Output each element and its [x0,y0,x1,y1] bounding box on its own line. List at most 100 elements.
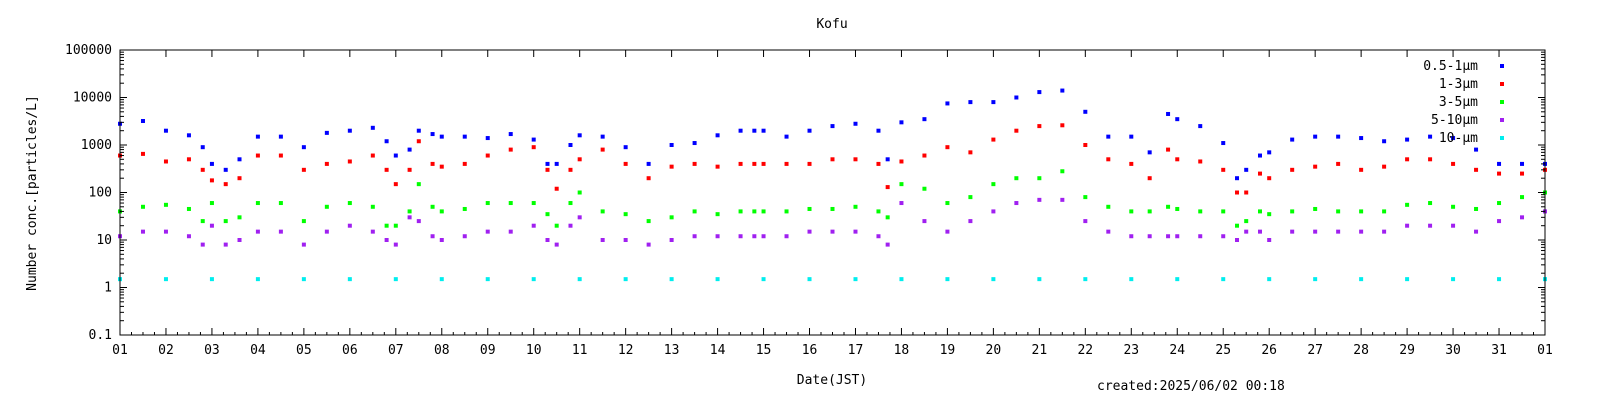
data-point [876,128,881,133]
data-point [1129,277,1134,282]
data-point [1244,190,1249,195]
data-point [623,212,628,217]
data-point [623,145,628,150]
data-point [1175,277,1180,282]
data-point [830,229,835,234]
data-point [991,277,996,282]
data-point [384,139,389,144]
legend-label: 0.5-1μm [1423,59,1478,74]
data-point [140,119,145,124]
data-point [186,206,191,211]
y-tick-label: 100000 [65,43,112,58]
data-point [945,277,950,282]
data-point [568,143,573,147]
data-point [163,159,168,164]
x-tick-label: 19 [940,343,956,358]
data-point [393,182,398,187]
data-point [554,242,559,247]
data-point [1037,197,1042,202]
data-point [1451,161,1456,166]
data-point [1267,150,1272,155]
data-point [1235,176,1240,181]
data-point [568,223,573,228]
data-point [416,128,421,133]
y-tick-label: 10 [96,233,112,248]
data-point [991,100,996,105]
data-point [600,147,605,152]
data-point [347,223,352,228]
data-point [899,277,904,282]
series-3 [118,197,1547,247]
data-point [1474,206,1479,211]
data-point [393,242,398,247]
data-point [209,178,214,183]
data-point [209,223,214,228]
data-point [669,277,674,282]
data-point [1405,157,1410,162]
data-point [761,209,766,214]
x-tick-label: 12 [618,343,634,358]
data-point [1405,223,1410,228]
data-point [922,186,927,191]
data-point [752,128,757,133]
data-point [370,204,375,209]
y-tick-label: 1000 [81,138,112,153]
data-point [1166,204,1171,209]
data-point [692,209,697,214]
data-point [715,277,720,282]
data-point [255,229,260,234]
data-point [223,182,228,187]
data-point [278,229,283,234]
data-point [531,137,536,142]
data-point [885,215,890,220]
data-point [853,277,858,282]
data-point [384,238,389,242]
data-point [577,133,582,138]
data-point [439,277,444,282]
data-point [485,201,490,206]
data-point [462,134,467,139]
legend-marker [1500,136,1504,140]
x-tick-label: 04 [250,343,266,358]
x-tick-label: 09 [480,343,496,358]
series-0 [118,88,1547,181]
data-point [140,151,145,156]
data-point [186,157,191,162]
data-point [508,132,513,137]
x-tick-label: 14 [710,343,726,358]
data-point [968,150,973,155]
data-point [752,209,757,214]
data-point [407,147,412,152]
data-point [1083,109,1088,114]
data-point [1060,197,1065,202]
data-point [1014,176,1019,181]
data-point [407,167,412,172]
data-point [370,125,375,130]
data-point [646,176,651,181]
data-point [568,167,573,172]
data-point [209,277,214,282]
data-point [324,130,329,135]
data-point [1221,277,1226,282]
data-point [1060,123,1065,128]
data-point [738,128,743,133]
data-point [577,277,582,282]
data-point [301,277,306,282]
data-point [1290,167,1295,172]
data-point [991,209,996,214]
footer-created: created:2025/06/02 00:18 [1097,379,1285,394]
x-tick-label: 17 [848,343,864,358]
data-point [1474,167,1479,172]
data-point [715,234,720,239]
data-point [531,223,536,228]
x-tick-label: 06 [342,343,358,358]
data-point [1382,164,1387,169]
data-point [1359,209,1364,214]
legend-label: 3-5μm [1439,95,1478,110]
data-point [600,134,605,139]
data-point [545,238,550,242]
data-point [237,215,242,220]
data-point [968,219,973,224]
data-point [1290,209,1295,214]
